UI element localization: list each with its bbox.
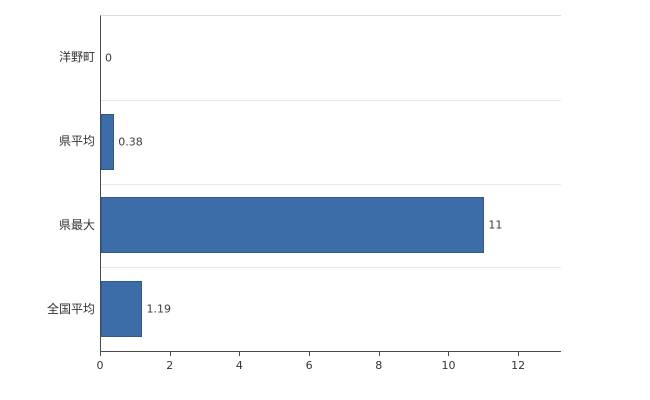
- bar: [101, 113, 115, 170]
- bar-value-label: 0.38: [118, 135, 143, 149]
- x-tick-label: 10: [441, 359, 456, 372]
- category-label: 全国平均: [46, 301, 95, 316]
- x-tick-label: 12: [511, 359, 526, 372]
- category-label: 洋野町: [58, 50, 95, 65]
- x-tick: [100, 351, 101, 356]
- x-tick-label: 0: [96, 359, 104, 372]
- category-label: 県最大: [58, 217, 95, 232]
- gridline: [101, 183, 561, 185]
- x-axis: 0 2 4 6 8 10 12: [97, 351, 580, 381]
- bar-value-label: 0: [105, 51, 112, 65]
- gridline: [101, 267, 561, 269]
- x-tick-label: 4: [235, 359, 243, 372]
- bar: [101, 281, 143, 338]
- x-tick: [448, 351, 450, 356]
- x-tick: [239, 351, 241, 356]
- x-tick-label: 8: [375, 359, 383, 372]
- x-tick-label: 2: [166, 359, 174, 372]
- plot-area: 0 0.38 11 1.19: [100, 15, 561, 352]
- bar: [101, 197, 485, 254]
- x-tick: [378, 351, 380, 356]
- gridline: [101, 99, 561, 101]
- x-tick: [169, 351, 171, 356]
- bar-value-label: 11: [488, 218, 503, 232]
- category-label: 県平均: [58, 134, 95, 149]
- y-axis-category-labels: 洋野町県平均県最大全国平均: [0, 15, 95, 350]
- x-tick: [518, 351, 520, 356]
- x-tick-label: 6: [305, 359, 313, 372]
- bar-value-label: 1.19: [146, 302, 171, 316]
- x-tick: [309, 351, 311, 356]
